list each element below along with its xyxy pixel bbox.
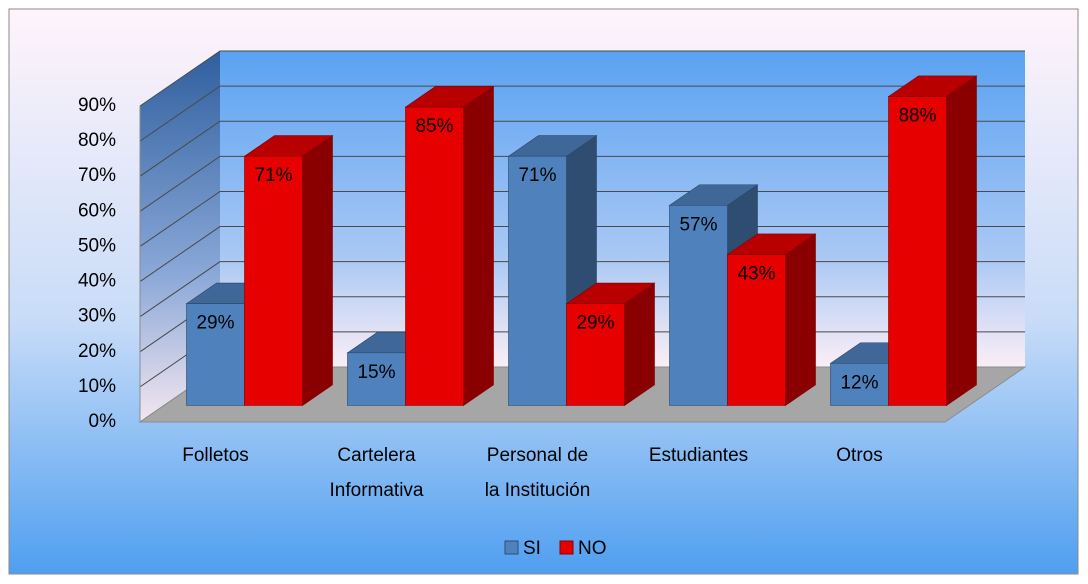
legend-label: NO [578, 538, 607, 559]
bar-front [727, 254, 786, 406]
x-tick-label: Folletos [182, 445, 249, 466]
grid-line [139, 120, 1025, 177]
y-tick-label: 60% [78, 200, 116, 221]
legend-swatch [504, 540, 519, 555]
bar-side [463, 85, 494, 407]
y-tick-label: 90% [78, 95, 116, 116]
bar [404, 85, 495, 407]
bar-side [302, 135, 333, 407]
bar [565, 282, 656, 407]
data-label: 29% [196, 313, 234, 334]
y-tick-label: 80% [78, 130, 116, 151]
bar-side [624, 282, 655, 407]
bar-front [244, 155, 303, 406]
y-tick-label: 50% [78, 235, 116, 256]
data-label: 43% [737, 264, 775, 285]
bar-front [888, 96, 947, 406]
data-label: 15% [357, 362, 395, 383]
bar [243, 135, 334, 407]
grid-line [139, 50, 1025, 107]
y-tick-label: 0% [89, 411, 117, 432]
data-label: 88% [898, 106, 936, 127]
bar-front [405, 106, 464, 406]
bar-front [566, 303, 625, 406]
legend-label: SI [523, 538, 541, 559]
bar [887, 75, 978, 407]
y-tick-label: 70% [78, 165, 116, 186]
data-label: 85% [415, 116, 453, 137]
data-label: 57% [679, 214, 717, 235]
bar-side [785, 233, 816, 407]
data-label: 71% [254, 165, 292, 186]
bar [726, 233, 817, 407]
y-tick-label: 40% [78, 271, 116, 292]
y-tick-label: 30% [78, 306, 116, 327]
bar-front [508, 155, 567, 406]
bar-side [946, 75, 977, 407]
data-label: 29% [576, 313, 614, 334]
legend-swatch [559, 540, 574, 555]
data-label: 12% [840, 372, 878, 393]
grid-line [139, 85, 1025, 142]
x-tick-label: Otros [836, 445, 883, 466]
y-tick-label: 20% [78, 341, 116, 362]
x-tick-label: Cartelera Informativa [329, 445, 424, 501]
bar-front [669, 205, 728, 406]
x-tick-label: Personal de la Institución [484, 445, 591, 501]
grid-line [139, 155, 1025, 212]
x-tick-label: Estudiantes [648, 445, 749, 466]
data-label: 71% [518, 165, 556, 186]
y-tick-label: 10% [78, 376, 116, 397]
